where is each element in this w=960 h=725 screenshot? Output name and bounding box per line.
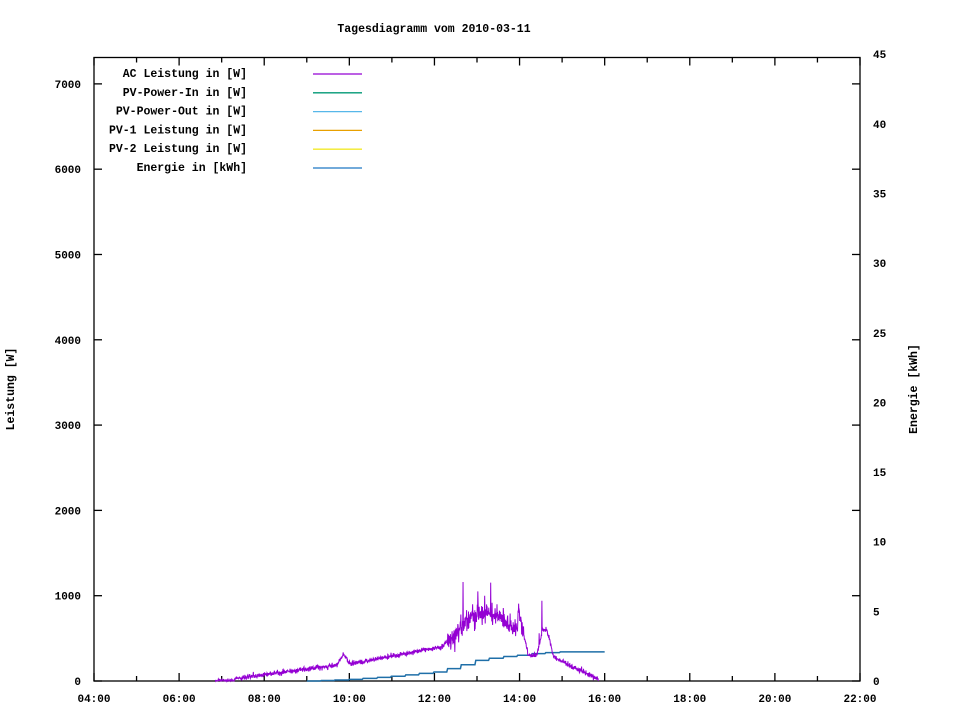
svg-text:5: 5	[873, 607, 880, 619]
svg-text:25: 25	[873, 329, 887, 341]
svg-text:22:00: 22:00	[843, 694, 876, 706]
svg-text:10:00: 10:00	[333, 694, 366, 706]
svg-text:6000: 6000	[55, 165, 81, 177]
svg-text:20:00: 20:00	[758, 694, 791, 706]
svg-text:45: 45	[873, 50, 887, 62]
svg-text:40: 40	[873, 120, 886, 132]
svg-text:4000: 4000	[55, 336, 81, 348]
svg-text:Energie in [kWh]: Energie in [kWh]	[137, 162, 247, 175]
svg-text:08:00: 08:00	[248, 694, 281, 706]
svg-text:Leistung [W]: Leistung [W]	[5, 348, 18, 431]
svg-text:3000: 3000	[55, 421, 81, 433]
svg-text:1000: 1000	[55, 592, 81, 604]
svg-text:7000: 7000	[55, 80, 81, 92]
svg-text:16:00: 16:00	[588, 694, 621, 706]
svg-text:AC Leistung in [W]: AC Leistung in [W]	[123, 68, 247, 81]
svg-text:20: 20	[873, 398, 886, 410]
svg-text:2000: 2000	[55, 506, 81, 518]
svg-text:30: 30	[873, 259, 886, 271]
svg-text:14:00: 14:00	[503, 694, 536, 706]
svg-text:12:00: 12:00	[418, 694, 451, 706]
svg-text:PV-1 Leistung in [W]: PV-1 Leistung in [W]	[109, 124, 247, 137]
svg-text:PV-2 Leistung in [W]: PV-2 Leistung in [W]	[109, 143, 247, 156]
svg-text:5000: 5000	[55, 250, 81, 262]
svg-text:15: 15	[873, 468, 887, 480]
svg-text:06:00: 06:00	[163, 694, 196, 706]
svg-text:Energie [kWh]: Energie [kWh]	[908, 344, 921, 434]
svg-text:PV-Power-In in [W]: PV-Power-In in [W]	[123, 87, 247, 100]
svg-text:PV-Power-Out in [W]: PV-Power-Out in [W]	[116, 106, 247, 119]
svg-text:35: 35	[873, 189, 887, 201]
svg-text:18:00: 18:00	[673, 694, 706, 706]
svg-text:Tagesdiagramm vom 2010-03-11: Tagesdiagramm vom 2010-03-11	[337, 23, 530, 36]
svg-text:04:00: 04:00	[77, 694, 110, 706]
svg-text:0: 0	[873, 677, 880, 689]
svg-text:0: 0	[74, 677, 81, 689]
svg-text:10: 10	[873, 538, 886, 550]
